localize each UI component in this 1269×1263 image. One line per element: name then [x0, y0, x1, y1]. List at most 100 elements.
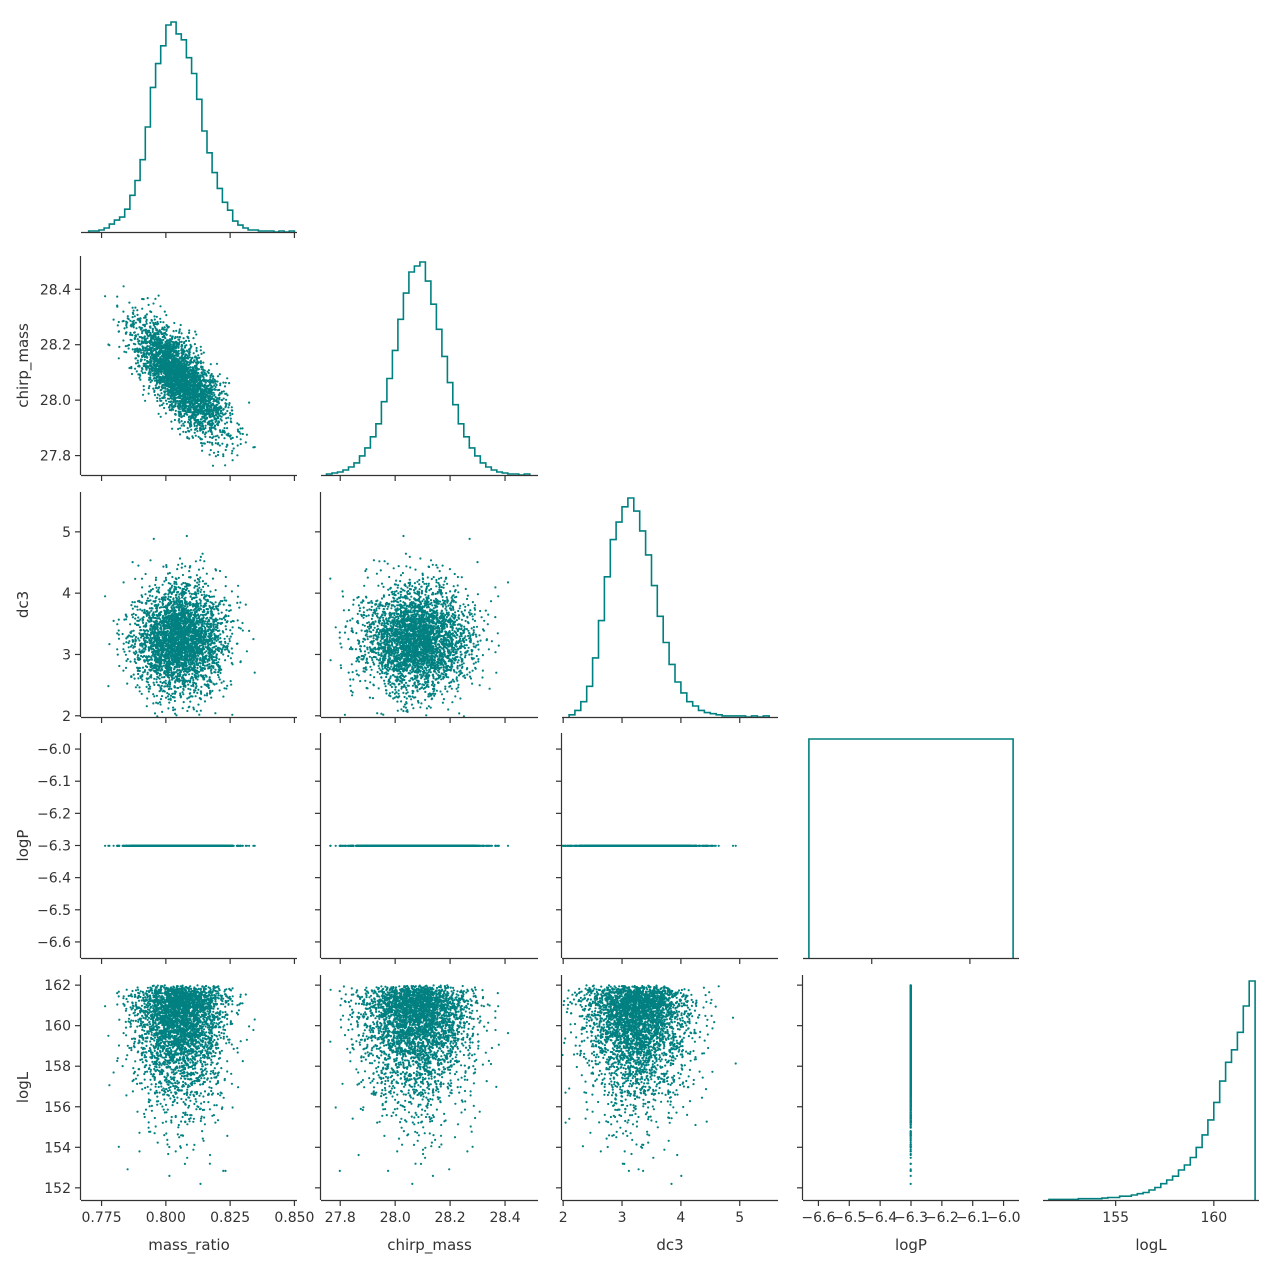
scatter-point: [150, 333, 152, 335]
scatter-point: [134, 331, 136, 333]
scatter-point: [179, 427, 181, 429]
scatter-point: [196, 350, 198, 352]
scatter-point: [210, 449, 212, 451]
scatter-point: [245, 441, 247, 443]
scatter-point: [170, 421, 172, 423]
scatter-point: [136, 370, 138, 372]
histogram-chirp_mass: [327, 262, 530, 475]
scatter-point: [164, 388, 166, 390]
scatter-point: [225, 417, 227, 419]
scatter-point: [173, 351, 175, 353]
scatter-point: [212, 375, 214, 377]
scatter-point: [213, 399, 215, 401]
scatter-point: [178, 411, 180, 413]
scatter-point: [216, 423, 218, 425]
scatter-point: [159, 330, 161, 332]
scatter-point: [231, 406, 233, 408]
scatter-point: [222, 429, 224, 431]
scatter-point: [194, 432, 196, 434]
scatter-point: [117, 324, 119, 326]
scatter-point: [160, 373, 162, 375]
scatter-point: [187, 350, 189, 352]
scatter-point: [174, 419, 176, 421]
scatter-point: [215, 386, 217, 388]
scatter-point: [135, 334, 137, 336]
scatter-point: [136, 309, 138, 311]
scatter-point: [196, 425, 198, 427]
scatter-point: [217, 454, 219, 456]
scatter-point: [178, 330, 180, 332]
scatter-point: [159, 405, 161, 407]
scatter-point: [172, 335, 174, 337]
scatter-point: [156, 363, 158, 365]
scatter-point: [248, 402, 250, 404]
scatter-point: [207, 385, 209, 387]
scatter-point: [137, 360, 139, 362]
scatter-point: [181, 376, 183, 378]
scatter-point: [104, 295, 106, 297]
scatter-point: [198, 436, 200, 438]
scatter-point: [190, 429, 192, 431]
scatter-point: [133, 310, 135, 312]
scatter-point: [191, 357, 193, 359]
scatter-point: [240, 443, 242, 445]
scatter-point: [132, 316, 134, 318]
scatter-point: [137, 340, 139, 342]
scatter-point: [163, 335, 165, 337]
scatter-point: [157, 393, 159, 395]
scatter-point: [211, 433, 213, 435]
scatter-point: [237, 444, 239, 446]
scatter-point: [155, 329, 157, 331]
scatter-point: [216, 380, 218, 382]
scatter-point: [141, 308, 143, 310]
scatter-point: [185, 431, 187, 433]
scatter-point: [118, 357, 120, 359]
scatter-point: [183, 337, 185, 339]
scatter-point: [221, 443, 223, 445]
scatter-point: [173, 406, 175, 408]
scatter-point: [204, 421, 206, 423]
scatter-point: [188, 354, 190, 356]
scatter-point: [239, 427, 241, 429]
scatter-point: [217, 451, 219, 453]
scatter-point: [130, 325, 132, 327]
scatter-point: [141, 345, 143, 347]
scatter-point: [226, 377, 228, 379]
scatter-point: [193, 352, 195, 354]
scatter-point: [222, 382, 224, 384]
scatter-point: [241, 427, 243, 429]
scatter-point: [163, 395, 165, 397]
scatter-point: [140, 358, 142, 360]
scatter-point: [144, 359, 146, 361]
scatter-point: [229, 412, 231, 414]
histogram-mass_ratio: [89, 22, 295, 232]
scatter-point: [152, 388, 154, 390]
scatter-point: [216, 384, 218, 386]
scatter-point: [146, 356, 148, 358]
scatter-point: [148, 304, 150, 306]
scatter-point: [149, 374, 151, 376]
scatter-point: [134, 343, 136, 345]
scatter-point: [224, 431, 226, 433]
scatter-point: [144, 329, 146, 331]
scatter-point: [194, 429, 196, 431]
scatter-point: [144, 316, 146, 318]
scatter-point: [154, 326, 156, 328]
scatter-point: [240, 438, 242, 440]
scatter-point: [136, 314, 138, 316]
scatter-point: [189, 356, 191, 358]
scatter-point: [143, 349, 145, 351]
scatter-point: [129, 320, 131, 322]
scatter-point: [200, 353, 202, 355]
scatter-point: [138, 326, 140, 328]
scatter-point: [160, 392, 162, 394]
scatter-point: [216, 404, 218, 406]
scatter-point: [150, 356, 152, 358]
scatter-point: [204, 373, 206, 375]
scatter-point: [177, 402, 179, 404]
scatter-point: [215, 455, 217, 457]
scatter-point: [178, 418, 180, 420]
scatter-point: [165, 400, 167, 402]
scatter-point: [190, 369, 192, 371]
scatter-point: [206, 380, 208, 382]
